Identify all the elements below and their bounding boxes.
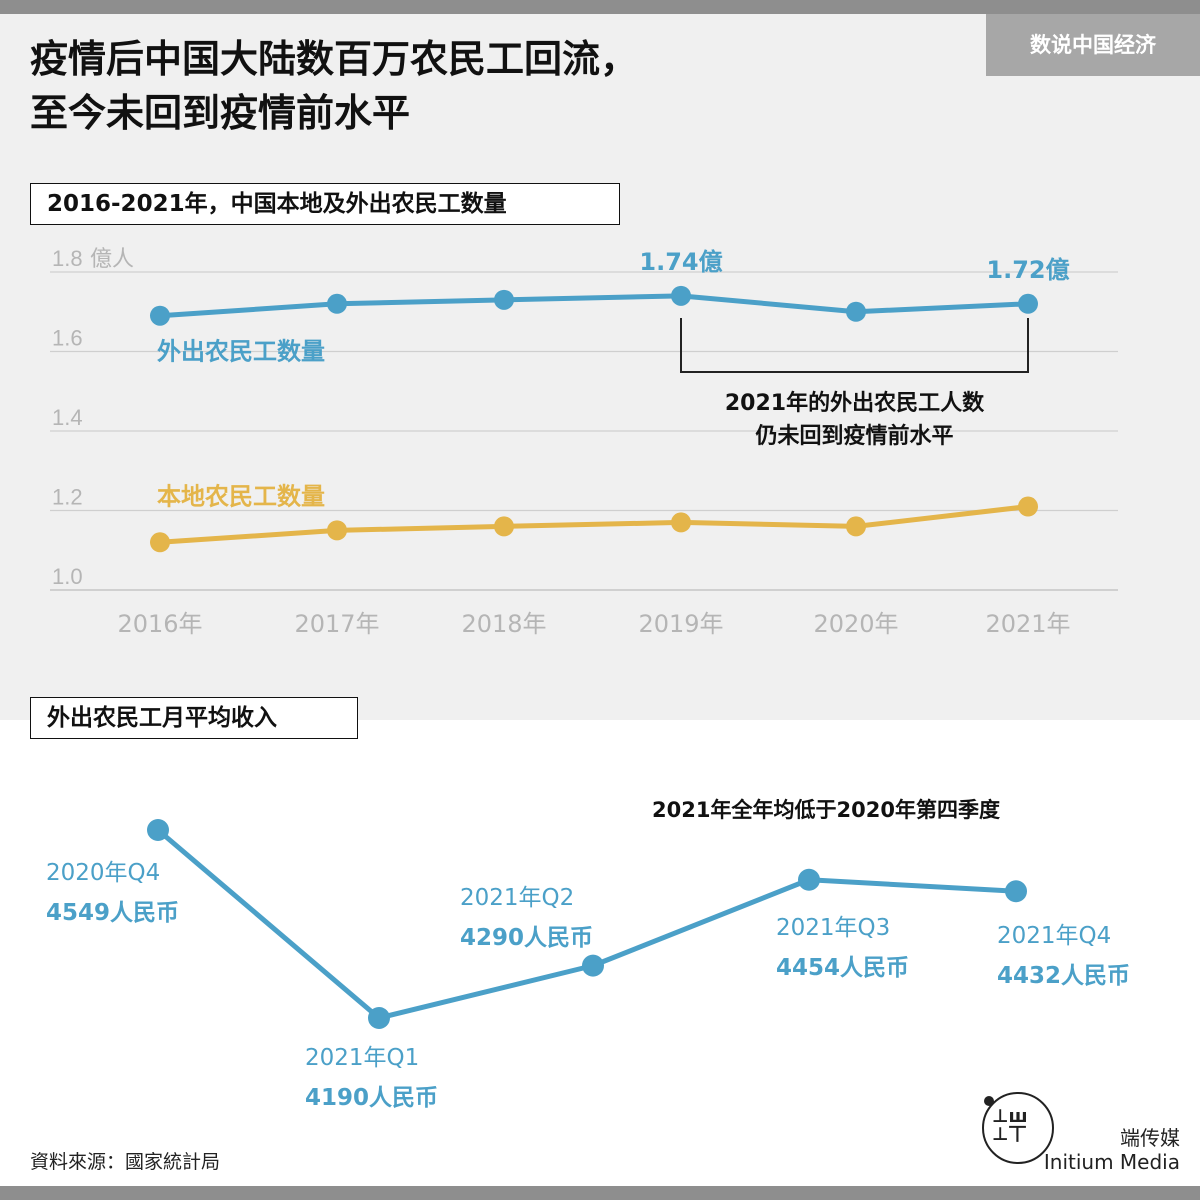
data-point [798,868,820,891]
data-point [150,305,170,326]
data-point [671,285,691,306]
data-point [494,516,514,537]
x-tick-label: 2019年 [638,610,723,638]
data-point [150,532,170,553]
point-value-label: 1.74億 [639,248,722,276]
y-tick-label: 1.6 [52,326,83,351]
series-line [159,504,1029,545]
annotation-text-line1: 2021年的外出农民工人数 [725,390,985,416]
data-point [147,819,169,841]
x-tick-label: 2021年 [985,610,1070,638]
data-point [846,516,866,537]
page-title-line2: 至今未回到疫情前水平 [30,91,411,135]
data-point [368,1007,390,1029]
y-tick-label: 1.8 [52,246,83,271]
logo-english-name: Initium Media [1043,1150,1180,1174]
data-point [1018,496,1038,517]
page-title-line1: 疫情后中国大陆数百万农民工回流， [30,37,639,81]
point-value-label: 1.72億 [986,256,1069,284]
y-unit-label: 億人 [90,247,134,272]
worker-count-chart-title: 2016-2021年，中国本地及外出农民工数量 [30,183,620,225]
data-point [1005,880,1027,903]
data-point [846,301,866,322]
income-value-label: 4432人民币 [997,963,1130,989]
data-point [327,520,347,541]
logo-dot [984,1096,994,1106]
income-chart-title: 外出农民工月平均收入 [30,697,358,739]
top-band [0,0,1200,14]
quarter-label: 2021年Q3 [776,915,890,941]
bottom-band [0,1186,1200,1200]
quarter-label: 2021年Q4 [997,923,1111,949]
series-label-local: 本地农民工数量 [157,482,325,510]
series-line [159,293,1029,319]
data-point [327,293,347,314]
data-point [671,512,691,533]
x-tick-label: 2016年 [117,610,202,638]
annotation-bracket [680,318,1029,373]
income-annotation: 2021年全年均低于2020年第四季度 [652,798,1000,822]
source-note: 資料來源：國家統計局 [30,1151,221,1173]
series-line [156,828,1017,1021]
income-value-label: 4290人民币 [460,925,593,951]
series-label-migrant: 外出农民工数量 [157,338,325,366]
quarter-label: 2021年Q2 [460,885,574,911]
income-value-label: 4190人民币 [305,1085,438,1111]
annotation-text-line2: 仍未回到疫情前水平 [755,423,953,449]
y-tick-label: 1.4 [52,405,83,430]
chart-background [0,14,1200,720]
data-point [582,954,604,977]
quarter-label: 2020年Q4 [46,860,160,886]
worker-count-chart: 1.8 1.6 1.4 1.2 1.0 億人 2016年 2017年 2018年 2019年 20… [50,246,1118,638]
income-value-label: 4454人民币 [776,955,909,981]
income-value-label: 4549人民币 [46,900,179,926]
data-point [494,289,514,310]
brand-tab: 数说中国经济 [986,14,1200,76]
logo-mark: ⊥ш ⊥丅 [992,1106,1028,1145]
data-point [1018,293,1038,314]
y-tick-label: 1.2 [52,485,83,510]
logo-circle [982,1092,1054,1164]
logo-chinese-name: 端传媒 [1120,1126,1180,1150]
x-tick-label: 2020年 [813,610,898,638]
x-tick-label: 2018年 [461,610,546,638]
x-tick-label: 2017年 [294,610,379,638]
quarter-label: 2021年Q1 [305,1045,419,1071]
y-tick-label: 1.0 [52,564,83,589]
page-title: 疫情后中国大陆数百万农民工回流， 至今未回到疫情前水平 [30,32,930,140]
